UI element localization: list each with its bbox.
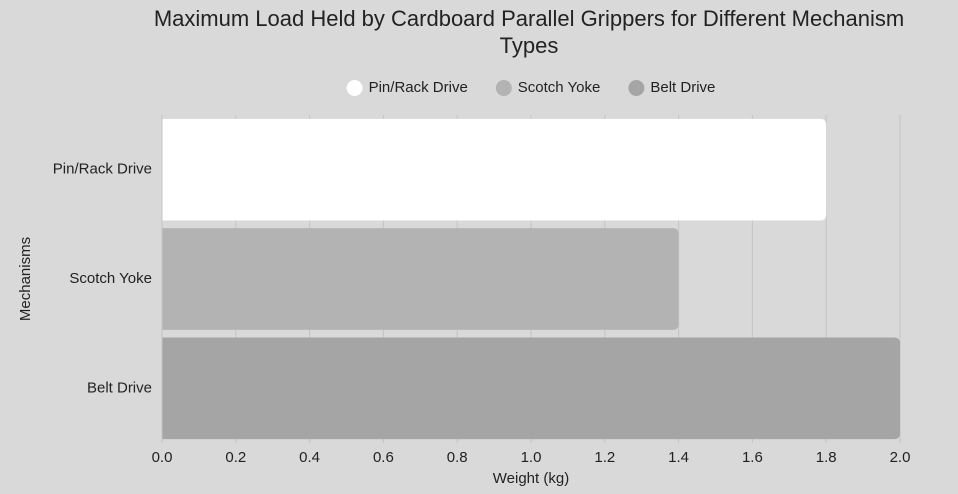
bar [162, 118, 827, 221]
x-tick-label: 0.2 [225, 449, 246, 466]
legend-label: Scotch Yoke [518, 79, 601, 96]
legend-marker [495, 80, 512, 96]
x-tick-label: 1.0 [521, 449, 542, 466]
x-tick-label: 1.6 [742, 449, 763, 466]
x-tick-label: 2.0 [890, 449, 911, 466]
chart-title: Maximum Load Held by Cardboard Parallel … [153, 6, 905, 58]
y-tick-label: Pin/Rack Drive [53, 161, 152, 178]
legend-label: Pin/Rack Drive [369, 79, 468, 96]
y-tick-label: Scotch Yoke [69, 270, 152, 287]
y-axis-label: Mechanisms [17, 237, 34, 321]
legend-marker [628, 80, 645, 96]
x-tick-label: 1.4 [668, 449, 689, 466]
x-tick-label: 0.4 [299, 449, 320, 466]
x-tick-label: 1.8 [816, 449, 837, 466]
y-tick-label: Belt Drive [87, 379, 152, 396]
x-axis-label: Weight (kg) [493, 470, 569, 487]
x-tick-label: 0.8 [447, 449, 468, 466]
legend-label: Belt Drive [650, 79, 715, 96]
x-tick-label: 0.6 [373, 449, 394, 466]
legend-marker [346, 80, 363, 96]
bar [162, 228, 679, 330]
x-tick-label: 0.0 [152, 449, 173, 466]
x-tick-label: 1.2 [594, 449, 615, 466]
bar [162, 337, 900, 440]
